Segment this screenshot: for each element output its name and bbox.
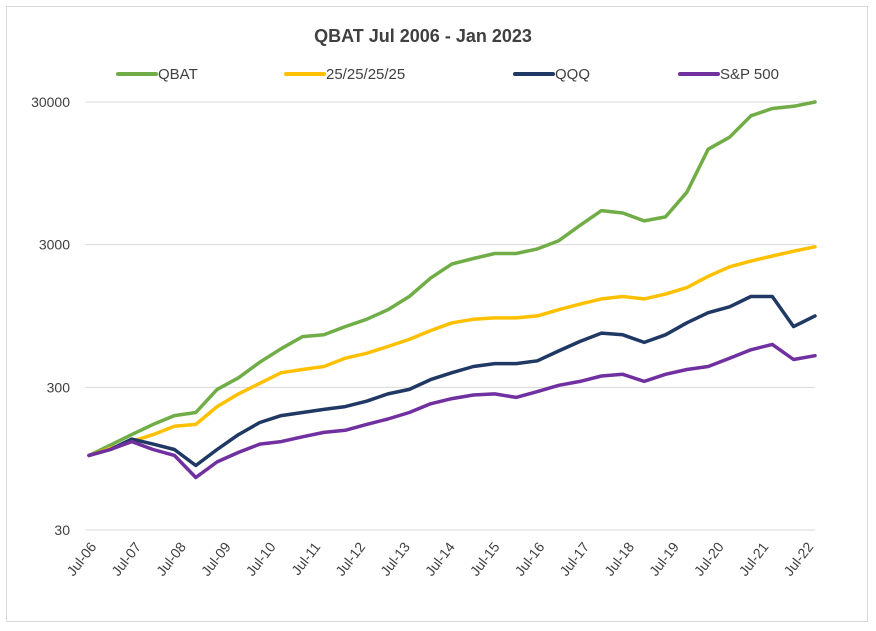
y-tick-label: 30000 (31, 94, 70, 110)
y-tick-label: 30 (54, 522, 70, 538)
legend-label: QBAT (158, 66, 198, 83)
x-tick-label: Jul-18 (601, 539, 637, 579)
x-tick-label: Jul-22 (780, 539, 816, 579)
x-tick-label: Jul-15 (467, 539, 503, 579)
x-tick-label: Jul-11 (288, 539, 324, 578)
x-tick-label: Jul-20 (691, 539, 727, 579)
x-tick-label: Jul-19 (646, 539, 682, 579)
grid-lines (85, 101, 815, 531)
x-tick-label: Jul-16 (511, 539, 547, 579)
y-tick-label: 300 (47, 379, 71, 395)
series-line (87, 342, 817, 480)
x-tick-label: Jul-10 (243, 539, 279, 579)
y-axis-ticks: 30 300 3000 30000 (31, 94, 70, 538)
x-tick-label: Jul-07 (108, 539, 144, 579)
series-line (87, 100, 817, 458)
chart-title: QBAT Jul 2006 - Jan 2023 (314, 26, 532, 46)
series-lines (87, 100, 817, 480)
legend: QBAT 25/25/25/25 QQQ S&P 500 (116, 66, 779, 83)
legend-label: S&P 500 (720, 66, 779, 83)
x-tick-label: Jul-21 (735, 539, 771, 579)
y-tick-label: 3000 (39, 237, 70, 253)
x-tick-label: Jul-17 (556, 539, 592, 579)
series-line (87, 245, 817, 458)
x-tick-label: Jul-08 (153, 539, 189, 579)
x-tick-label: Jul-09 (198, 539, 234, 579)
x-tick-label: Jul-06 (63, 539, 99, 579)
x-tick-label: Jul-14 (422, 539, 458, 579)
series-line (87, 294, 817, 468)
legend-label: 25/25/25/25 (326, 66, 405, 83)
legend-label: QQQ (555, 66, 590, 83)
x-tick-label: Jul-13 (377, 539, 413, 579)
x-tick-label: Jul-12 (332, 539, 368, 579)
chart-frame (6, 6, 868, 622)
x-axis-ticks: Jul-06 Jul-07 Jul-08 Jul-09 Jul-10 Jul-11 Jul-… (63, 539, 816, 579)
